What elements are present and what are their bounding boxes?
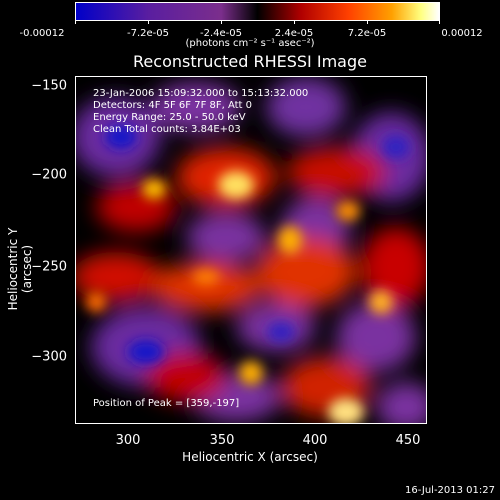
detectors-text: Detectors: 4F 5F 6F 7F 8F, Att 0 — [93, 100, 253, 111]
y-tick-label: −300 — [31, 349, 67, 365]
y-tick-label: −150 — [31, 78, 67, 94]
method-counts-text: Clean Total counts: 3.84E+03 — [93, 124, 241, 135]
x-tick-label: 300 — [115, 433, 141, 448]
x-tick-label: 350 — [209, 433, 235, 448]
colorbar — [75, 2, 440, 21]
time-range-text: 23-Jan-2006 15:09:32.000 to 15:13:32.000 — [93, 88, 309, 99]
colorbar-tickmark — [294, 20, 295, 24]
colorbar-tickmark — [75, 20, 76, 24]
timestamp-footer: 16-Jul-2013 01:27 — [404, 485, 495, 496]
colorbar-tick-label: -0.00012 — [19, 28, 65, 39]
colorbar-tick-label: -7.2e-05 — [127, 28, 169, 39]
colorbar-gradient — [76, 3, 439, 20]
colorbar-tick-label: -2.4e-05 — [200, 28, 242, 39]
colorbar-tick-label: 2.4e-05 — [274, 28, 314, 39]
colorbar-tickmark — [439, 20, 440, 24]
plot-title: Reconstructed RHESSI Image — [133, 52, 367, 71]
colorbar-tick-label: 7.2e-05 — [347, 28, 387, 39]
colorbar-units: (photons cm⁻² s⁻¹ asec⁻²) — [185, 38, 315, 49]
y-axis-label: Heliocentric Y (arcsec) — [6, 227, 34, 311]
x-axis-label: Heliocentric X (arcsec) — [182, 450, 318, 464]
energy-range-text: Energy Range: 25.0 - 50.0 keV — [93, 112, 246, 123]
x-tick-label: 450 — [395, 433, 421, 448]
colorbar-tickmark — [221, 20, 222, 24]
peak-position-text: Position of Peak = [359,-197] — [93, 398, 240, 409]
colorbar-tickmark — [148, 20, 149, 24]
colorbar-tickmark — [367, 20, 368, 24]
y-tick-label: −200 — [31, 167, 67, 183]
image-map — [76, 77, 426, 423]
rhessi-image — [75, 76, 427, 424]
colorbar-tick-label: 0.00012 — [441, 28, 483, 39]
y-tick-label: −250 — [31, 259, 67, 275]
x-tick-label: 400 — [302, 433, 328, 448]
